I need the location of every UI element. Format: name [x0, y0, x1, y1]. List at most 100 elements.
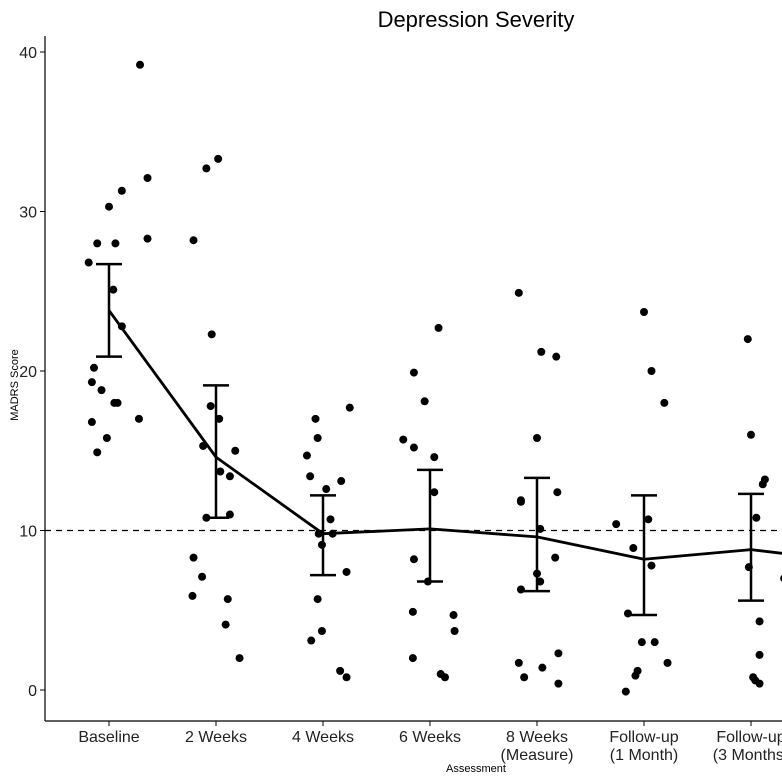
data-point — [87, 418, 96, 427]
data-point — [660, 398, 669, 407]
x-tick-label: 4 Weeks — [292, 729, 354, 746]
data-point — [637, 638, 646, 647]
x-tick-label: 8 Weeks — [506, 729, 568, 746]
data-point — [537, 347, 546, 356]
data-point — [430, 453, 439, 462]
data-point — [143, 234, 152, 243]
data-point — [554, 649, 563, 658]
data-point — [430, 488, 439, 497]
data-point — [450, 626, 459, 635]
data-point — [207, 330, 216, 339]
data-point — [307, 636, 316, 645]
x-tick-label: 6 Weeks — [399, 729, 461, 746]
x-tick-label: 2 Weeks — [185, 729, 247, 746]
data-point — [111, 239, 120, 248]
data-point — [223, 595, 232, 604]
data-point — [134, 414, 143, 423]
data-point — [644, 515, 653, 524]
y-tick-label: 10 — [19, 524, 37, 541]
data-point — [143, 174, 152, 183]
data-point — [189, 553, 198, 562]
y-axis-label: MADRS Score — [9, 349, 21, 421]
data-point — [206, 402, 215, 411]
data-point — [514, 658, 523, 667]
data-point — [640, 307, 648, 316]
data-point — [440, 673, 449, 682]
data-point — [221, 620, 230, 629]
x-tick-label: Follow-up — [716, 729, 782, 746]
data-point — [553, 488, 562, 497]
chart-title: Depression Severity — [378, 7, 575, 32]
data-point — [93, 239, 102, 248]
x-tick-label: Baseline — [78, 729, 139, 746]
data-point — [97, 386, 106, 395]
x-tick-label: (3 Months) — [713, 747, 782, 764]
data-point — [520, 673, 529, 682]
data-point — [434, 323, 443, 332]
data-point — [755, 617, 764, 626]
x-tick-label: Follow-up — [609, 729, 678, 746]
y-tick-label: 30 — [19, 205, 37, 222]
data-point — [216, 467, 225, 476]
x-tick-label: (Measure) — [501, 747, 574, 764]
data-point — [313, 595, 322, 604]
data-point — [322, 485, 331, 494]
data-point — [313, 433, 322, 442]
data-point — [342, 567, 351, 576]
data-point — [554, 679, 563, 688]
data-point — [302, 451, 311, 460]
data-point — [336, 666, 345, 675]
data-point — [647, 367, 656, 375]
data-point — [533, 433, 541, 442]
data-point — [90, 363, 99, 372]
data-point — [409, 555, 418, 564]
data-point — [337, 477, 346, 486]
data-point — [225, 472, 234, 481]
data-point — [621, 687, 630, 696]
data-point — [623, 609, 632, 618]
data-point — [93, 448, 102, 457]
data-point — [409, 368, 418, 377]
data-point — [747, 430, 755, 439]
y-tick-label: 20 — [19, 364, 37, 381]
data-point — [516, 497, 525, 506]
y-tick-label: 0 — [28, 683, 37, 700]
data-point — [663, 658, 672, 667]
data-point — [235, 654, 244, 663]
data-point — [514, 288, 523, 297]
data-point — [647, 561, 656, 570]
data-point — [538, 663, 547, 672]
data-point — [326, 515, 335, 524]
data-point — [342, 673, 351, 682]
data-point — [113, 398, 122, 407]
data-point — [117, 186, 126, 195]
data-point — [408, 607, 417, 616]
data-point — [84, 258, 93, 267]
data-point — [551, 553, 560, 562]
data-point — [188, 591, 197, 600]
data-point — [743, 335, 752, 344]
data-point — [631, 671, 640, 680]
data-point — [198, 572, 207, 581]
data-point — [408, 654, 417, 663]
y-tick-label: 40 — [19, 45, 37, 62]
data-point — [214, 154, 223, 163]
data-point — [311, 414, 320, 423]
data-point — [650, 638, 659, 647]
data-point — [449, 611, 458, 620]
data-point — [399, 435, 408, 444]
data-point — [136, 60, 145, 69]
x-tick-label: (1 Month) — [610, 747, 678, 764]
mean-line — [107, 309, 782, 561]
data-point — [345, 403, 354, 412]
data-point — [109, 285, 118, 294]
data-point — [755, 650, 764, 659]
data-point — [752, 513, 761, 522]
data-point — [306, 472, 315, 481]
data-point — [102, 433, 111, 442]
data-point — [420, 397, 429, 406]
x-axis-label: Assessment — [446, 763, 506, 775]
data-point — [87, 378, 96, 387]
data-point — [758, 480, 767, 489]
